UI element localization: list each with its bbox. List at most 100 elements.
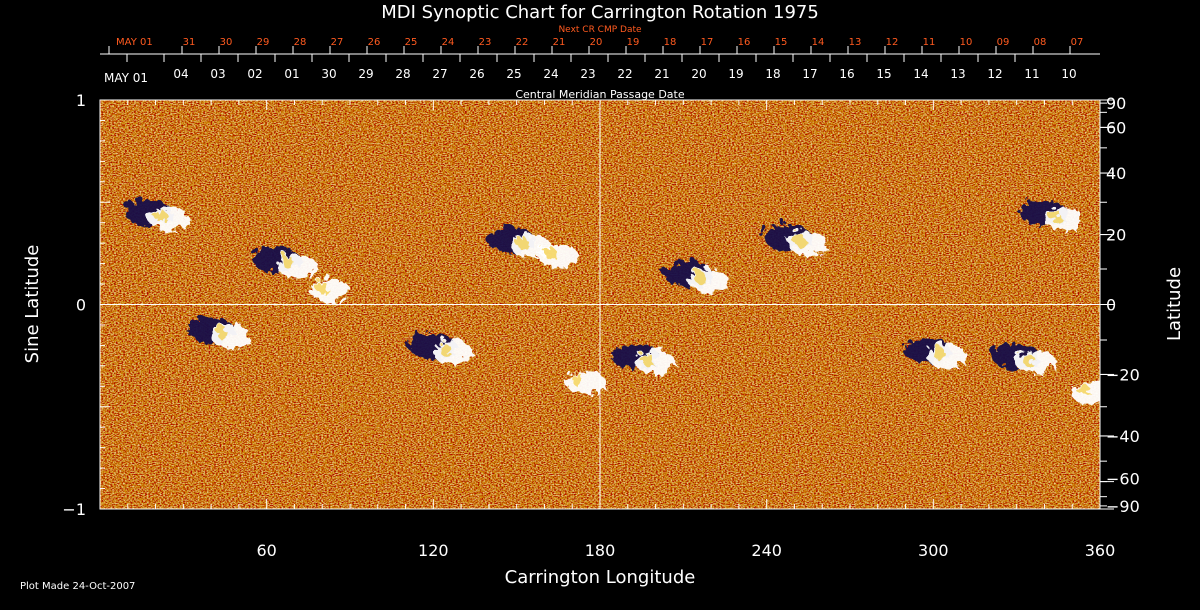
active-region	[988, 339, 1053, 371]
flux-core	[929, 343, 942, 356]
flux-core	[434, 339, 447, 352]
x-tick-label: 120	[418, 541, 449, 560]
next-rotation-date-label: 24	[442, 37, 455, 48]
next-rotation-date-label: 15	[775, 37, 788, 48]
lat-tick-label: 90	[1106, 94, 1126, 113]
active-region	[182, 313, 247, 345]
cmp-date-label: 17	[802, 67, 817, 81]
flux-core	[1073, 380, 1086, 393]
next-rotation-date-label: 14	[812, 37, 825, 48]
next-rotation-date-label: 19	[627, 37, 640, 48]
flux-core	[690, 267, 703, 280]
cmp-axis-label: Central Meridian Passage Date	[515, 88, 684, 101]
positive-flux-patch	[923, 340, 964, 365]
cmp-date-label: 22	[617, 67, 632, 81]
active-region	[1067, 377, 1100, 402]
cmp-date-label: 03	[210, 67, 225, 81]
active-region	[306, 275, 347, 300]
cmp-date-label: 04	[173, 67, 188, 81]
next-rotation-date-label: 28	[294, 37, 307, 48]
next-rotation-date-label: MAY 01	[116, 37, 153, 48]
next-rotation-date-label: 09	[997, 37, 1010, 48]
x-axis-ticks: 60 120 180 240 300 360	[127, 100, 1115, 560]
next-rotation-date-label: 27	[331, 37, 344, 48]
positive-flux-patch	[684, 264, 725, 289]
lat-tick-label: 0	[1106, 296, 1116, 315]
cmp-date-label: 27	[432, 67, 447, 81]
next-rotation-date-label: 16	[738, 37, 751, 48]
next-rotation-date-label: 13	[849, 37, 862, 48]
positive-flux-patch	[562, 367, 603, 392]
flux-core	[212, 323, 225, 336]
cmp-date-label: 21	[654, 67, 669, 81]
cmp-date-label: 01	[284, 67, 299, 81]
left-axis-label: Sine Latitude	[22, 245, 43, 364]
positive-flux-patch	[534, 240, 575, 265]
chart-title: MDI Synoptic Chart for Carrington Rotati…	[381, 2, 819, 23]
active-region	[534, 240, 575, 265]
cmp-date-label: 30	[321, 67, 336, 81]
x-axis-label: Carrington Longitude	[505, 567, 696, 588]
active-regions	[121, 196, 1100, 402]
y-tick-label: −1	[62, 500, 86, 519]
cmp-date-label: 28	[395, 67, 410, 81]
cmp-date-label: 24	[543, 67, 558, 81]
positive-flux-patch	[1012, 346, 1053, 371]
right-axis-label: Latitude	[1164, 267, 1185, 341]
active-region	[121, 196, 186, 228]
active-region	[482, 223, 547, 255]
cmp-date-label: 11	[1024, 67, 1039, 81]
next-rotation-date-label: 18	[664, 37, 677, 48]
cmp-date-label: 25	[506, 67, 521, 81]
cmp-date-label: 19	[728, 67, 743, 81]
next-rotation-date-label: 26	[368, 37, 381, 48]
cmp-date-label: 23	[580, 67, 595, 81]
cmp-date-label: 02	[247, 67, 262, 81]
cmp-date-label: 29	[358, 67, 373, 81]
cmp-date-label: 14	[913, 67, 928, 81]
lat-tick-label: −20	[1106, 365, 1140, 384]
positive-flux-patch	[273, 250, 314, 275]
x-tick-label: 180	[585, 541, 616, 560]
x-tick-label: 60	[256, 541, 276, 560]
left-axis-ticks: 1 0 −1	[62, 91, 110, 519]
next-rotation-date-label: 23	[479, 37, 492, 48]
next-rotation-date-label: 17	[701, 37, 714, 48]
cmp-date-label: 15	[876, 67, 891, 81]
next-rotation-date-label: 21	[553, 37, 566, 48]
active-region	[660, 257, 725, 289]
active-region	[404, 329, 469, 361]
cmp-date-label: 12	[987, 67, 1002, 81]
flux-core	[151, 206, 164, 219]
flux-core	[568, 370, 581, 383]
next-rotation-date-label: 10	[960, 37, 973, 48]
y-tick-label: 0	[76, 296, 86, 315]
cmp-date-label: MAY 01	[104, 71, 148, 85]
next-rotation-date-label: 12	[886, 37, 899, 48]
next-rotation-date-label: 11	[923, 37, 936, 48]
cmp-date-label: 20	[691, 67, 706, 81]
active-region	[607, 339, 672, 371]
plot-made-note: Plot Made 24-Oct-2007	[20, 581, 135, 592]
x-tick-label: 240	[751, 541, 782, 560]
next-rotation-date-label: 22	[516, 37, 529, 48]
cmp-date-label: 13	[950, 67, 965, 81]
lat-tick-label: −40	[1106, 427, 1140, 446]
lat-tick-label: −60	[1106, 470, 1140, 489]
active-region	[760, 221, 825, 253]
flux-core	[512, 233, 525, 246]
lat-tick-label: 40	[1106, 164, 1126, 183]
flux-core	[1046, 206, 1058, 219]
positive-flux-patch	[306, 275, 347, 300]
next-rotation-date-label: 08	[1034, 37, 1047, 48]
lat-tick-label: −90	[1106, 497, 1140, 516]
cmp-date-ticks: MAY 01 04 03 02 01 30 29 28 27 26 25 24 23 22 21 20 19 18…	[104, 54, 1077, 85]
flux-core	[637, 349, 650, 362]
next-rotation-date-label: 30	[220, 37, 233, 48]
next-rotation-date-label: 20	[590, 37, 603, 48]
next-rotation-label: Next CR CMP Date	[558, 25, 642, 35]
x-tick-label: 300	[918, 541, 949, 560]
positive-flux-patch	[145, 203, 186, 228]
active-region	[249, 243, 314, 275]
